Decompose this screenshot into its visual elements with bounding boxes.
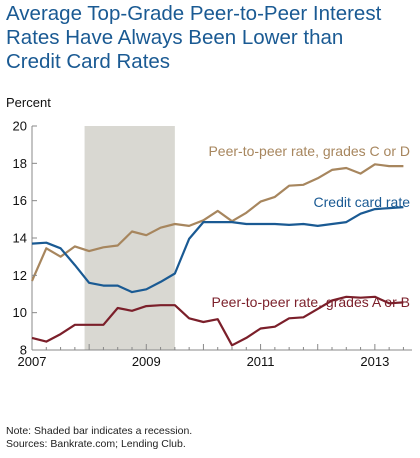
line-chart: 8 10 12 14 16 18 20 2007 2009 2011 2013 Peer-to-pe… — [13, 119, 412, 369]
x-tick-label: 2011 — [247, 354, 275, 369]
chart-title: Average Top-Grade Peer-to-Peer Interest … — [6, 2, 416, 74]
chart-notes: Note: Shaded bar indicates a recession. … — [6, 425, 192, 451]
y-tick-label: 12 — [13, 268, 27, 283]
series-label-3: Peer-to-peer rate, grades A or B — [212, 294, 410, 310]
series-line-3 — [31, 295, 404, 347]
x-tick-label: 2007 — [18, 354, 47, 369]
y-tick-label: 20 — [13, 119, 27, 134]
y-tick-label: 14 — [13, 231, 27, 246]
series-line-1 — [30, 163, 404, 282]
series-label-1: Peer-to-peer rate, grades C or D — [208, 143, 410, 159]
series-line-2 — [31, 206, 404, 294]
series-label-2: Credit card rate — [314, 194, 411, 210]
y-tick-label: 10 — [13, 305, 27, 320]
y-tick-label: 8 — [20, 343, 27, 358]
title-line-2: Rates Have Always Been Lower than — [6, 26, 344, 49]
recession-bar — [84, 126, 175, 350]
x-tick-label: 2009 — [132, 354, 161, 369]
y-axis-label: Percent — [6, 95, 51, 110]
y-tick-label: 16 — [13, 193, 27, 208]
y-tick-label: 18 — [13, 156, 27, 171]
x-tick-label: 2013 — [360, 354, 389, 369]
note-recession: Note: Shaded bar indicates a recession. — [6, 425, 193, 437]
note-sources: Sources: Bankrate.com; Lending Club. — [6, 438, 186, 450]
title-line-3: Credit Card Rates — [6, 50, 171, 73]
title-line-1: Average Top-Grade Peer-to-Peer Interest — [6, 2, 382, 25]
